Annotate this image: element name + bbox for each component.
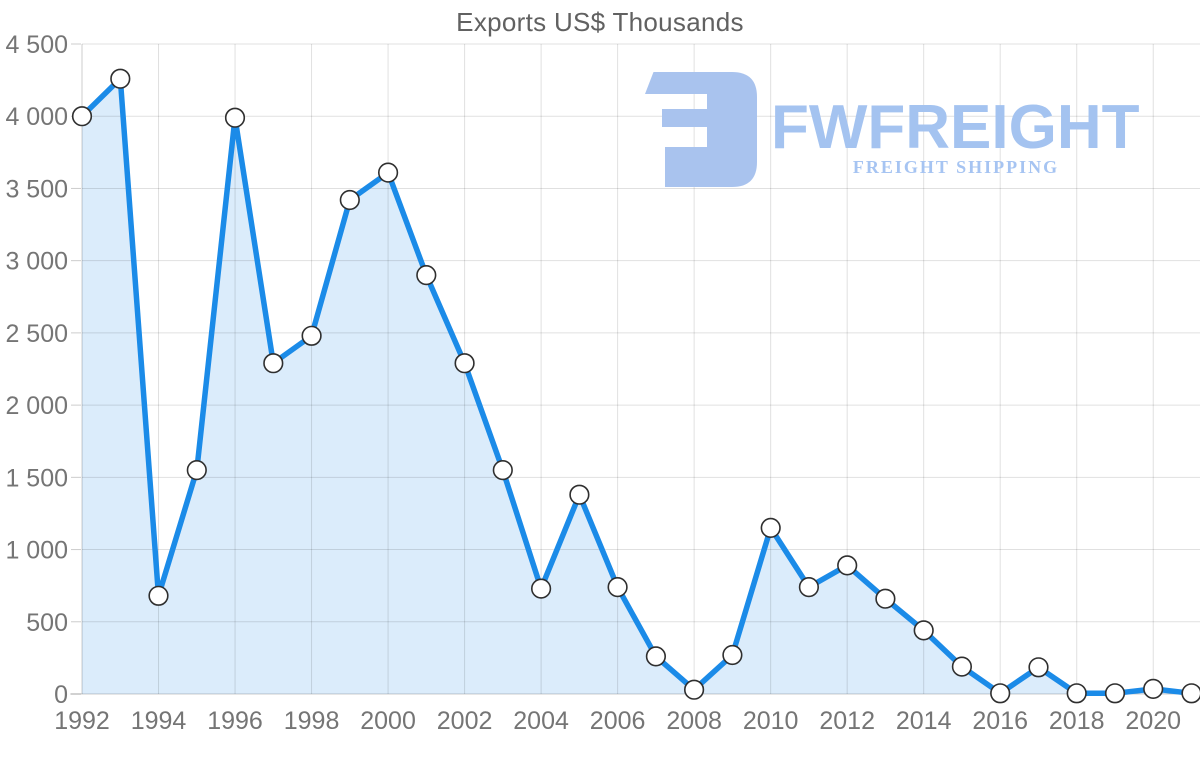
x-tick-label: 2014 <box>896 707 952 735</box>
data-point-1992[interactable] <box>71 106 93 127</box>
data-point-2009[interactable] <box>722 644 743 666</box>
data-point-2015[interactable] <box>951 656 973 677</box>
y-tick-label: 1 000 <box>5 537 68 565</box>
y-tick-label: 4 500 <box>5 31 68 59</box>
x-axis-labels: 1992 1994 1996 1998 2000 2002 2004 2006 2008 2010… <box>54 707 1181 735</box>
data-points[interactable] <box>71 68 1200 704</box>
y-tick-label: 2 500 <box>5 320 68 348</box>
data-point-1994[interactable] <box>148 585 169 606</box>
data-point-2005[interactable] <box>569 484 590 505</box>
y-axis-labels: 0 500 1 000 1 500 2 000 2 500 3 000 3 500 4 000 4… <box>5 31 68 709</box>
data-point-2020[interactable] <box>1143 678 1164 700</box>
x-tick-label: 2012 <box>819 707 875 735</box>
y-tick-label: 0 <box>54 681 68 709</box>
x-tick-label: 1992 <box>54 707 110 735</box>
data-point-2018[interactable] <box>1066 683 1087 704</box>
data-point-2004[interactable] <box>530 578 552 599</box>
axes <box>70 43 1200 695</box>
x-tick-label: 2004 <box>513 707 569 735</box>
x-tick-label: 1998 <box>284 707 340 735</box>
data-point-2012[interactable] <box>837 555 858 576</box>
y-tick-label: 500 <box>26 609 68 637</box>
chart-title: Exports US$ Thousands <box>456 7 744 37</box>
x-tick-label: 2016 <box>972 707 1028 735</box>
data-point-2006[interactable] <box>607 576 628 598</box>
x-tick-label: 1996 <box>207 707 263 735</box>
data-point-1998[interactable] <box>301 325 322 346</box>
data-point-2001[interactable] <box>416 265 437 286</box>
x-tick-label: 2020 <box>1125 707 1181 735</box>
data-point-1995[interactable] <box>186 460 207 481</box>
data-point-2021[interactable] <box>1181 683 1200 704</box>
x-tick-label: 1994 <box>131 707 187 735</box>
y-tick-label: 1 500 <box>5 464 68 492</box>
data-point-2016[interactable] <box>990 683 1011 704</box>
x-tick-label: 2002 <box>437 707 493 735</box>
data-point-1996[interactable] <box>224 107 246 128</box>
data-point-1993[interactable] <box>110 68 131 89</box>
gridlines <box>82 43 1200 694</box>
data-point-2007[interactable] <box>645 646 667 667</box>
data-point-2008[interactable] <box>683 679 705 700</box>
x-tick-label: 2010 <box>743 707 799 735</box>
data-point-2017[interactable] <box>1028 657 1049 678</box>
data-point-2010[interactable] <box>760 517 781 539</box>
data-point-1997[interactable] <box>263 353 284 374</box>
y-tick-label: 2 000 <box>5 392 68 420</box>
data-point-2019[interactable] <box>1104 683 1126 704</box>
x-tick-label: 2008 <box>666 707 722 735</box>
x-tick-label: 2000 <box>360 707 416 735</box>
data-point-2011[interactable] <box>798 576 820 598</box>
data-point-1999[interactable] <box>339 189 360 211</box>
data-point-2003[interactable] <box>492 460 513 481</box>
x-tick-label: 2018 <box>1049 707 1105 735</box>
y-tick-label: 4 000 <box>5 103 68 131</box>
area-fill <box>82 78 1192 694</box>
x-tick-label: 2006 <box>590 707 646 735</box>
data-point-2014[interactable] <box>913 620 934 641</box>
data-point-2013[interactable] <box>875 588 896 609</box>
data-point-2000[interactable] <box>378 162 399 183</box>
data-point-2002[interactable] <box>454 353 475 374</box>
y-tick-label: 3 500 <box>5 175 68 203</box>
y-tick-label: 3 000 <box>5 248 68 276</box>
